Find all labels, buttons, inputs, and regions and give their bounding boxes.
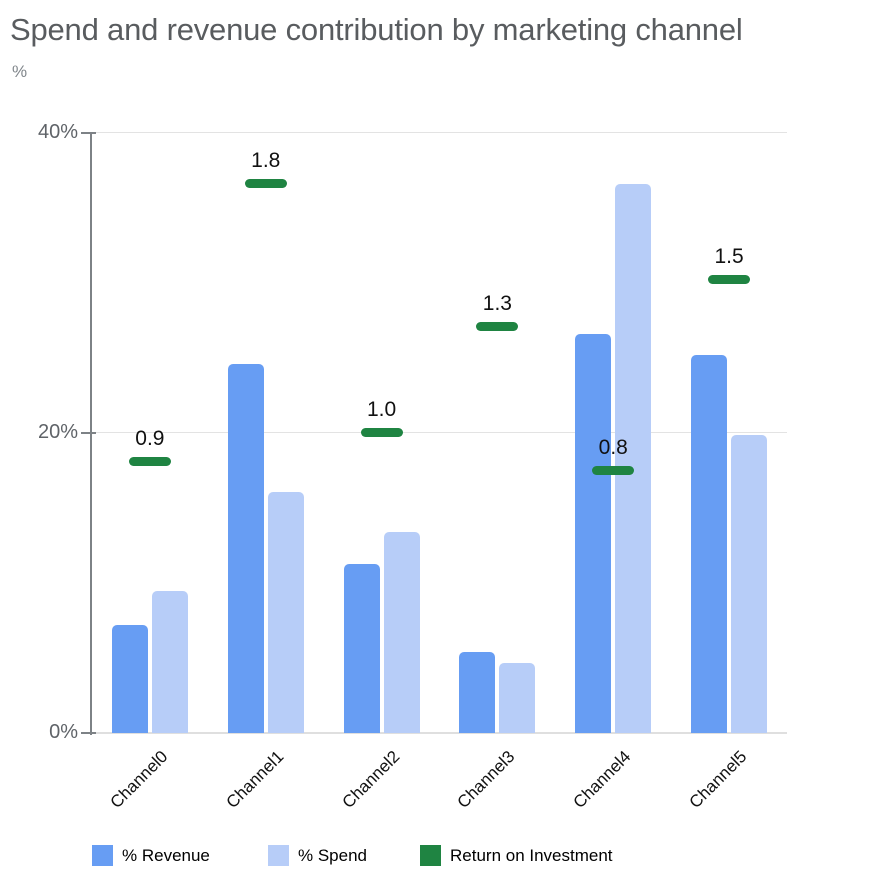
chart-title: Spend and revenue contribution by market… [10, 12, 743, 47]
gridline-0 [92, 732, 787, 734]
roi-dash-channel0[interactable] [128, 456, 171, 466]
bar-revenue-channel1[interactable] [227, 364, 264, 733]
roi-dash-channel4[interactable] [592, 465, 635, 475]
legend-item-roi: Return on Investment [420, 845, 613, 866]
legend-swatch-icon [268, 845, 289, 866]
x-axis-label-channel4: Channel4 [569, 747, 635, 812]
plot-area: 0% 20% 40% 0.9 1.8 1.0 1.3 0.8 1.5 [38, 121, 787, 743]
y-axis-line [90, 133, 92, 735]
x-axis-label-channel5: Channel5 [685, 747, 751, 812]
legend-swatch-icon [420, 845, 441, 866]
bar-revenue-channel4[interactable] [575, 334, 612, 733]
legend-item-spend: % Spend [268, 845, 367, 866]
bar-spend-channel5[interactable] [731, 434, 768, 733]
x-axis-label-channel0: Channel0 [106, 747, 172, 812]
legend-item-revenue: % Revenue [92, 845, 210, 866]
y-axis-tick-label: 20% [37, 421, 78, 443]
bar-revenue-channel0[interactable] [111, 625, 148, 733]
bar-spend-channel2[interactable] [383, 532, 420, 733]
bar-revenue-channel5[interactable] [691, 355, 728, 733]
y-axis-tick-label: 0% [49, 721, 78, 743]
bar-revenue-channel3[interactable] [459, 652, 496, 733]
x-axis-label-channel2: Channel2 [338, 747, 404, 812]
legend-swatch-icon [92, 845, 113, 866]
legend-label: Return on Investment [450, 845, 613, 865]
roi-value-label: 0.8 [598, 435, 628, 459]
legend-label: % Revenue [122, 845, 210, 865]
legend-label: % Spend [298, 845, 367, 865]
roi-value-label: 0.9 [135, 426, 165, 450]
y-axis-tick-40 [81, 132, 96, 134]
gridline-20 [92, 432, 787, 433]
roi-value-label: 1.0 [366, 398, 397, 421]
roi-dash-channel1[interactable] [244, 179, 287, 188]
x-axis-label-channel1: Channel1 [222, 747, 288, 812]
roi-value-label: 1.5 [714, 245, 744, 268]
bar-spend-channel3[interactable] [499, 662, 536, 733]
bar-revenue-channel2[interactable] [343, 563, 380, 733]
y-axis-tick-0 [81, 732, 96, 734]
bar-spend-channel0[interactable] [151, 590, 188, 733]
y-axis-unit-label: % [12, 62, 28, 81]
roi-value-label: 1.3 [482, 291, 512, 315]
roi-dash-channel5[interactable] [708, 275, 751, 284]
bar-spend-channel1[interactable] [267, 491, 304, 733]
x-axis-label-channel3: Channel3 [453, 747, 519, 812]
roi-dash-channel2[interactable] [360, 428, 403, 437]
bar-spend-channel4[interactable] [615, 184, 652, 733]
y-axis-tick-20 [81, 432, 96, 434]
roi-dash-channel3[interactable] [476, 321, 519, 331]
roi-value-label: 1.8 [251, 149, 281, 172]
gridline-40 [92, 132, 787, 133]
legend: % Revenue % Spend Return on Investment [0, 845, 884, 871]
y-axis-tick-label: 40% [37, 121, 78, 143]
